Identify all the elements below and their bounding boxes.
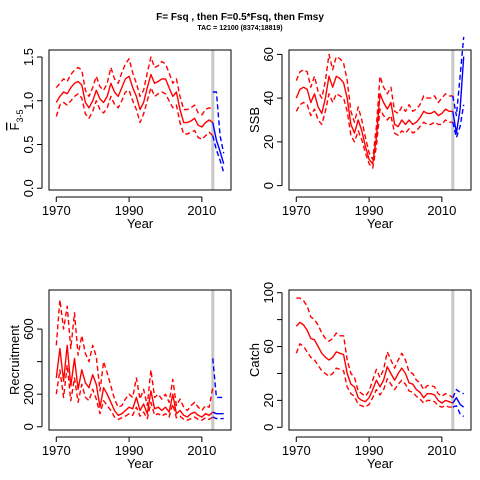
catch-x-tick-label: 2010: [427, 443, 456, 458]
ssb-y-label-main: SSB: [247, 107, 262, 133]
recruitment-x-axis: 1970 1990 2010: [42, 436, 216, 458]
catch-proj-median-line: [452, 397, 465, 408]
catch-hist-upper-line: [296, 297, 454, 399]
catch-x-tick-label: 1970: [282, 443, 311, 458]
catch-x-axis-label: Year: [367, 456, 394, 471]
ssb-hist-upper-line: [295, 53, 453, 161]
f-y-axis-label: F3-5: [7, 110, 25, 131]
recruitment-x-tick-label: 2010: [187, 443, 216, 458]
f-y-tick-label: 0.5: [21, 135, 36, 153]
ssb-y-tick-label: 20: [261, 135, 276, 149]
catch-y-tick-label: 20: [261, 393, 276, 407]
recruitment-y-axis: 0 200 600: [21, 318, 43, 430]
recruitment-y-tick-label: 200: [21, 383, 36, 405]
f-y-tick-label: 0.0: [21, 179, 36, 197]
ssb-y-tick-label: 40: [261, 91, 276, 105]
recruitment-hist-upper-line: [55, 299, 214, 412]
recruitment-x-axis-label: Year: [127, 456, 154, 471]
catch-hist-lower-line: [295, 343, 453, 408]
figure-subtitle: TAC = 12100 (8374;18819): [197, 25, 282, 32]
ssb-y-axis-label: SSB: [247, 107, 262, 133]
catch-hist-median-line: [295, 321, 454, 404]
ssb-proj-upper-line: [452, 36, 465, 117]
ssb-y-tick-label: 60: [261, 47, 276, 61]
f-hist-upper-line: [55, 56, 214, 116]
ssb-proj-median-line: [452, 56, 465, 134]
recruitment-y-tick-label: 600: [21, 318, 36, 340]
recruitment-y-tick-label: 0: [21, 423, 36, 430]
recruitment-plot-frame: [48, 289, 232, 431]
ssb-x-axis-label: Year: [367, 216, 394, 231]
f-x-tick-label: 1990: [115, 203, 144, 218]
ssb-y-axis: 0 20 40 60: [261, 47, 283, 189]
recruitment-y-label-main: Recruitment: [7, 325, 22, 395]
f-y-tick-label: 1.0: [21, 92, 36, 110]
f-x-tick-label: 2010: [187, 203, 216, 218]
f-proj-median-line: [212, 122, 225, 164]
f-x-tick-label: 1970: [42, 203, 71, 218]
f-y-axis: 0.0 0.5 1.0 1.5: [21, 48, 43, 197]
f-y-label-subscript: 3-5: [15, 110, 25, 123]
recruitment-hist-median-line: [55, 344, 214, 418]
f-hist-median-line: [55, 73, 214, 128]
ssb-x-tick-label: 1990: [355, 203, 384, 218]
ssb-x-tick-label: 1970: [282, 203, 311, 218]
figure-title: F= Fsq , then F=0.5*Fsq, then Fmsy: [156, 12, 324, 23]
catch-y-label-main: Catch: [247, 343, 262, 377]
catch-y-axis-label: Catch: [247, 343, 262, 377]
ssb-y-tick-label: 0: [261, 182, 276, 189]
ssb-x-tick-label: 2010: [427, 203, 456, 218]
recruitment-proj-lower-line: [212, 416, 224, 420]
catch-y-axis: 0 20 60 100: [261, 282, 283, 431]
catch-y-tick-label: 100: [261, 282, 276, 304]
panel-catch: 1970 1990 2010 Year 0 20 60 100 Catch: [247, 282, 472, 471]
f-y-tick-label: 1.5: [21, 48, 36, 66]
catch-proj-lower-line: [452, 405, 465, 418]
catch-x-axis: 1970 1990 2010: [282, 436, 456, 458]
catch-plot-frame: [288, 289, 472, 431]
catch-proj-upper-line: [452, 388, 464, 398]
recruitment-proj-upper-line: [212, 358, 224, 399]
catch-y-tick-label: 60: [261, 339, 276, 353]
ssb-plot-frame: [288, 49, 472, 191]
f-y-label-main: F: [7, 122, 22, 130]
f-proj-lower-line: [212, 135, 225, 173]
f-x-axis-label: Year: [127, 216, 154, 231]
recruitment-y-axis-label: Recruitment: [7, 325, 22, 395]
catch-y-tick-label: 0: [261, 424, 276, 431]
ssb-hist-median-line: [295, 75, 453, 165]
ssb-x-axis: 1970 1990 2010: [282, 196, 456, 218]
ssb-hist-lower-line: [295, 93, 453, 169]
panel-ssb: 1970 1990 2010 Year 0 20 40 60 SSB: [247, 36, 472, 231]
f-x-axis: 1970 1990 2010: [42, 196, 216, 218]
f-proj-upper-line: [212, 91, 225, 154]
f-hist-lower-line: [55, 86, 214, 141]
recruitment-x-tick-label: 1990: [115, 443, 144, 458]
recruitment-proj-median-line: [212, 411, 224, 415]
catch-x-tick-label: 1990: [355, 443, 384, 458]
recruitment-x-tick-label: 1970: [42, 443, 71, 458]
recruitment-hist-lower-line: [55, 364, 214, 421]
f-plot-frame: [48, 49, 232, 191]
panel-f: 1970 1990 2010 Year 0.0 0.5 1.0 1.5 F3-5: [7, 48, 232, 231]
